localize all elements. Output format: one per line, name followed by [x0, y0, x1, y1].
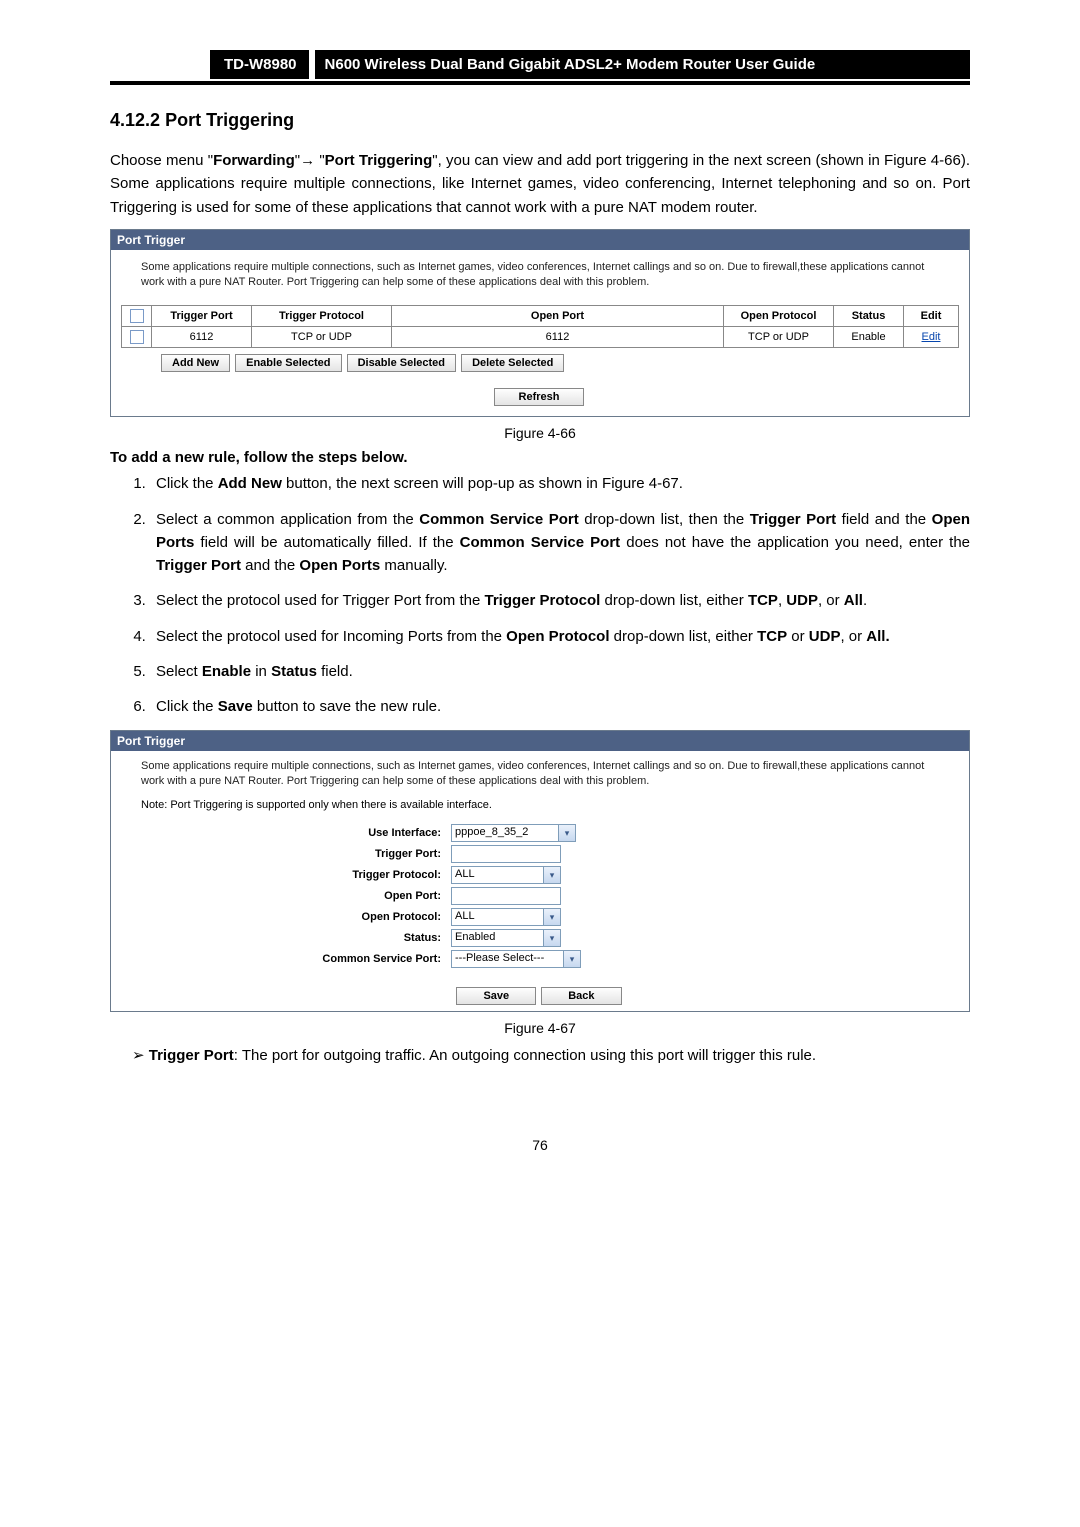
open-port-label: Open Port: — [121, 890, 451, 902]
section-heading: 4.12.2 Port Triggering — [110, 110, 970, 131]
panel-desc: Some applications require multiple conne… — [111, 757, 969, 799]
open-port-input[interactable] — [451, 887, 561, 905]
chevron-down-icon: ▾ — [563, 951, 580, 967]
panel-title: Port Trigger — [111, 230, 969, 250]
step-3: Select the protocol used for Trigger Por… — [150, 589, 970, 612]
open-protocol-select[interactable]: ALL ▾ — [451, 908, 561, 926]
col-open-port: Open Port — [392, 306, 724, 327]
col-trigger-port: Trigger Port — [152, 306, 252, 327]
back-button[interactable]: Back — [541, 987, 621, 1005]
page-number: 76 — [110, 1137, 970, 1153]
panel-title: Port Trigger — [111, 731, 969, 751]
panel-note: Note: Port Triggering is supported only … — [111, 799, 969, 821]
steps-heading: To add a new rule, follow the steps belo… — [110, 449, 970, 466]
chevron-down-icon: ▾ — [543, 930, 560, 946]
open-protocol-label: Open Protocol: — [121, 911, 451, 923]
trigger-port-definition: Trigger Port: The port for outgoing traf… — [132, 1044, 970, 1067]
enable-selected-button[interactable]: Enable Selected — [235, 354, 341, 372]
delete-selected-button[interactable]: Delete Selected — [461, 354, 564, 372]
step-5: Select Enable in Status field. — [150, 660, 970, 683]
trigger-protocol-label: Trigger Protocol: — [121, 869, 451, 881]
step-6: Click the Save button to save the new ru… — [150, 695, 970, 718]
common-service-label: Common Service Port: — [121, 953, 451, 965]
select-all-checkbox[interactable] — [130, 309, 144, 323]
status-select[interactable]: Enabled ▾ — [451, 929, 561, 947]
trigger-port-label: Trigger Port: — [121, 848, 451, 860]
row-checkbox[interactable] — [130, 330, 144, 344]
doc-header: TD-W8980 N600 Wireless Dual Band Gigabit… — [110, 50, 970, 85]
trigger-port-input[interactable] — [451, 845, 561, 863]
table-row: 6112 TCP or UDP 6112 TCP or UDP Enable E… — [122, 327, 959, 348]
panel-desc: Some applications require multiple conne… — [111, 256, 969, 300]
col-status: Status — [834, 306, 904, 327]
add-new-button[interactable]: Add New — [161, 354, 230, 372]
port-trigger-list-panel: Port Trigger Some applications require m… — [110, 229, 970, 418]
save-button[interactable]: Save — [456, 987, 536, 1005]
chevron-down-icon: ▾ — [543, 867, 560, 883]
use-interface-select[interactable]: pppoe_8_35_2 ▾ — [451, 824, 576, 842]
port-trigger-table: Trigger Port Trigger Protocol Open Port … — [121, 305, 959, 348]
trigger-protocol-select[interactable]: ALL ▾ — [451, 866, 561, 884]
use-interface-label: Use Interface: — [121, 827, 451, 839]
col-trigger-protocol: Trigger Protocol — [252, 306, 392, 327]
refresh-button[interactable]: Refresh — [494, 388, 585, 406]
port-trigger-form-panel: Port Trigger Some applications require m… — [110, 730, 970, 1012]
step-2: Select a common application from the Com… — [150, 508, 970, 578]
figure-caption-66: Figure 4-66 — [110, 425, 970, 441]
edit-link[interactable]: Edit — [922, 331, 941, 343]
status-label: Status: — [121, 932, 451, 944]
col-checkbox — [122, 306, 152, 327]
steps-list: Click the Add New button, the next scree… — [110, 472, 970, 718]
definition-list: Trigger Port: The port for outgoing traf… — [110, 1044, 970, 1067]
step-4: Select the protocol used for Incoming Po… — [150, 625, 970, 648]
guide-title: N600 Wireless Dual Band Gigabit ADSL2+ M… — [315, 50, 970, 79]
step-1: Click the Add New button, the next scree… — [150, 472, 970, 495]
chevron-down-icon: ▾ — [558, 825, 575, 841]
figure-caption-67: Figure 4-67 — [110, 1020, 970, 1036]
model-badge: TD-W8980 — [210, 50, 309, 79]
intro-paragraph: Choose menu "Forwarding"→ "Port Triggeri… — [110, 149, 970, 219]
chevron-down-icon: ▾ — [543, 909, 560, 925]
common-service-select[interactable]: ---Please Select--- ▾ — [451, 950, 581, 968]
col-edit: Edit — [904, 306, 959, 327]
disable-selected-button[interactable]: Disable Selected — [347, 354, 456, 372]
col-open-protocol: Open Protocol — [724, 306, 834, 327]
